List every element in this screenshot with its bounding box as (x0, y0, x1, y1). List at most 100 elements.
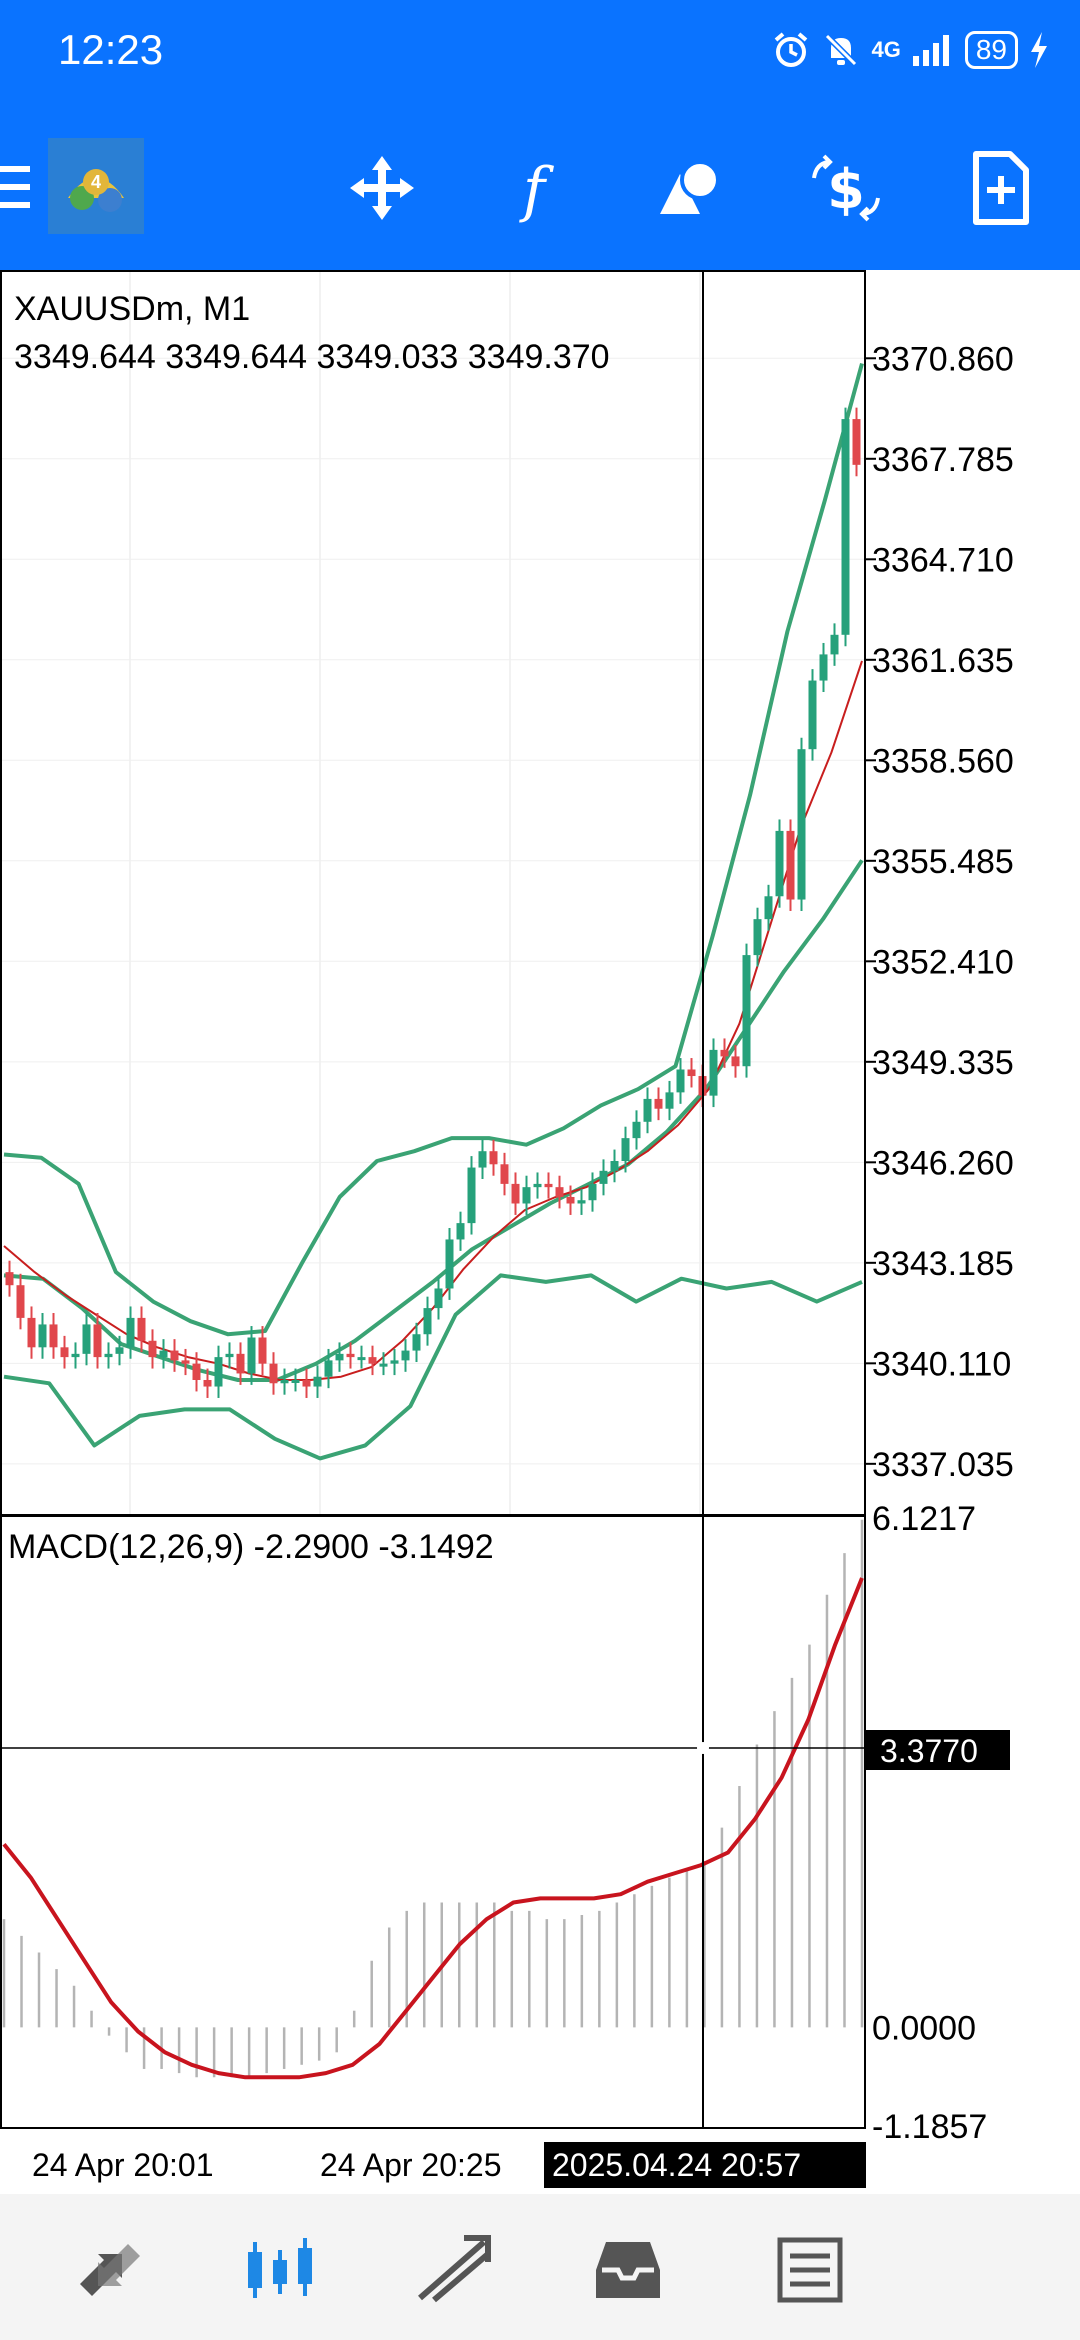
crosshair-move-icon[interactable] (342, 148, 422, 228)
candle-body-24 (269, 1363, 278, 1384)
candle-body-43 (478, 1151, 487, 1168)
alarm-icon (775, 32, 808, 67)
candle-body-10 (115, 1347, 124, 1354)
candle-body-67 (742, 955, 751, 1067)
price-tick-9: 3343.185 (872, 1245, 1014, 1283)
price-tick-1: 3367.785 (872, 441, 1014, 479)
trade-icon[interactable] (414, 2230, 494, 2310)
candle-body-4 (49, 1324, 58, 1348)
price-axis: 3370.860 3367.785 3364.710 3361.635 3358.560… (865, 340, 1014, 1484)
symbol-label: XAUUSDm, M1 (14, 290, 250, 328)
price-tick-5: 3355.485 (872, 843, 1014, 881)
charging-icon (1031, 32, 1047, 68)
trade-dollar-icon[interactable]: $ (806, 148, 886, 228)
candle-body-22 (247, 1337, 256, 1374)
indicators-f-icon[interactable]: f (494, 148, 574, 228)
candle-body-39 (434, 1288, 443, 1309)
candle-body-74 (819, 654, 828, 681)
candle-body-13 (148, 1340, 157, 1358)
candle-body-26 (291, 1379, 300, 1383)
candle-body-58 (643, 1098, 652, 1122)
candle-body-2 (27, 1317, 36, 1348)
macd-signal-polyline (2, 1577, 864, 2080)
candle-body-54 (599, 1170, 608, 1184)
macd-axis: 6.1217 0.0000 -1.1857 (872, 1500, 987, 2146)
price-tick-4: 3358.560 (872, 742, 1014, 780)
candle-body-25 (280, 1379, 289, 1384)
quotes-icon[interactable] (70, 2230, 150, 2310)
candle-body-64 (709, 1049, 718, 1096)
crosshair-value-box (866, 1730, 1010, 1770)
candle-body-66 (731, 1056, 740, 1067)
candle-body-7 (82, 1324, 91, 1354)
price-tick-8: 3346.260 (872, 1144, 1014, 1182)
price-chart[interactable]: XAUUSDm, M1 3349.644 3349.644 3349.033 3… (0, 270, 1080, 2200)
candle-body-34 (379, 1363, 388, 1367)
candle-body-17 (192, 1363, 201, 1380)
bb-upper-line (3, 362, 864, 1337)
candle-body-68 (753, 919, 762, 956)
history-icon[interactable] (588, 2230, 668, 2310)
candle-body-8 (93, 1324, 102, 1358)
candle-body-45 (500, 1164, 509, 1184)
candle-body-15 (170, 1350, 179, 1361)
macd-signal-line (2, 1577, 864, 2080)
candle-body-62 (687, 1069, 696, 1077)
candle-body-72 (797, 749, 806, 900)
time-label-1: 24 Apr 20:01 (32, 2147, 213, 2183)
price-tick-6: 3352.410 (872, 943, 1014, 981)
candle-body-32 (357, 1357, 366, 1361)
candle-body-36 (401, 1350, 410, 1361)
candle-body-44 (489, 1151, 498, 1165)
messages-icon[interactable] (770, 2230, 850, 2310)
status-bar: 12:23 4G 89 (0, 0, 1080, 108)
candle-body-71 (786, 830, 795, 900)
candle-body-49 (544, 1183, 553, 1188)
objects-shapes-icon[interactable] (650, 148, 730, 228)
candle-body-77 (852, 419, 861, 465)
price-tick-0: 3370.860 (872, 340, 1014, 378)
svg-text:4: 4 (91, 172, 101, 192)
macd-tick-0: 6.1217 (872, 1500, 976, 1538)
candle-body-65 (720, 1049, 729, 1057)
metatrader-logo-icon[interactable]: 4 (48, 138, 144, 234)
chart-icon[interactable] (240, 2230, 320, 2310)
candle-body-9 (104, 1353, 113, 1358)
bollinger-bands (3, 362, 864, 1461)
candle-body-55 (610, 1161, 619, 1171)
chart-area[interactable]: XAUUSDm, M1 3349.644 3349.644 3349.033 3… (0, 270, 1080, 2200)
network-type: 4G (871, 37, 901, 62)
candle-body-18 (203, 1379, 212, 1387)
status-time: 12:23 (58, 26, 164, 73)
status-icons: 4G 89 (771, 30, 1050, 70)
chart-toolbar: 4 f $ (0, 108, 1080, 270)
candle-body-40 (445, 1239, 454, 1289)
candle-body-76 (841, 419, 850, 635)
candle-body-70 (775, 830, 784, 897)
candle-body-35 (390, 1360, 399, 1364)
menu-icon[interactable] (0, 160, 34, 216)
macd-tick-2: -1.1857 (872, 2108, 987, 2146)
svg-text:$: $ (827, 158, 865, 221)
candle-body-41 (456, 1223, 465, 1240)
macd-pane-border (0, 1515, 866, 2129)
mute-icon (825, 33, 858, 67)
candle-body-16 (181, 1360, 190, 1364)
candle-body-60 (665, 1092, 674, 1109)
candle-body-73 (808, 680, 817, 750)
price-tick-11: 3337.035 (872, 1446, 1014, 1484)
candle-body-31 (346, 1353, 355, 1358)
candle-body-30 (335, 1353, 344, 1361)
candle-body-33 (368, 1357, 377, 1364)
candle-body-50 (555, 1187, 564, 1197)
candle-body-56 (621, 1138, 630, 1162)
candle-body-28 (313, 1376, 322, 1387)
candle-body-53 (588, 1183, 597, 1201)
candle-body-69 (764, 896, 773, 920)
candle-body-3 (38, 1324, 47, 1348)
candle-body-27 (302, 1379, 311, 1387)
new-order-icon[interactable] (960, 148, 1040, 228)
ma-fast-line (3, 660, 863, 1381)
candle-body-75 (830, 634, 839, 655)
macd-label: MACD(12,26,9) -2.2900 -3.1492 (8, 1528, 494, 1566)
